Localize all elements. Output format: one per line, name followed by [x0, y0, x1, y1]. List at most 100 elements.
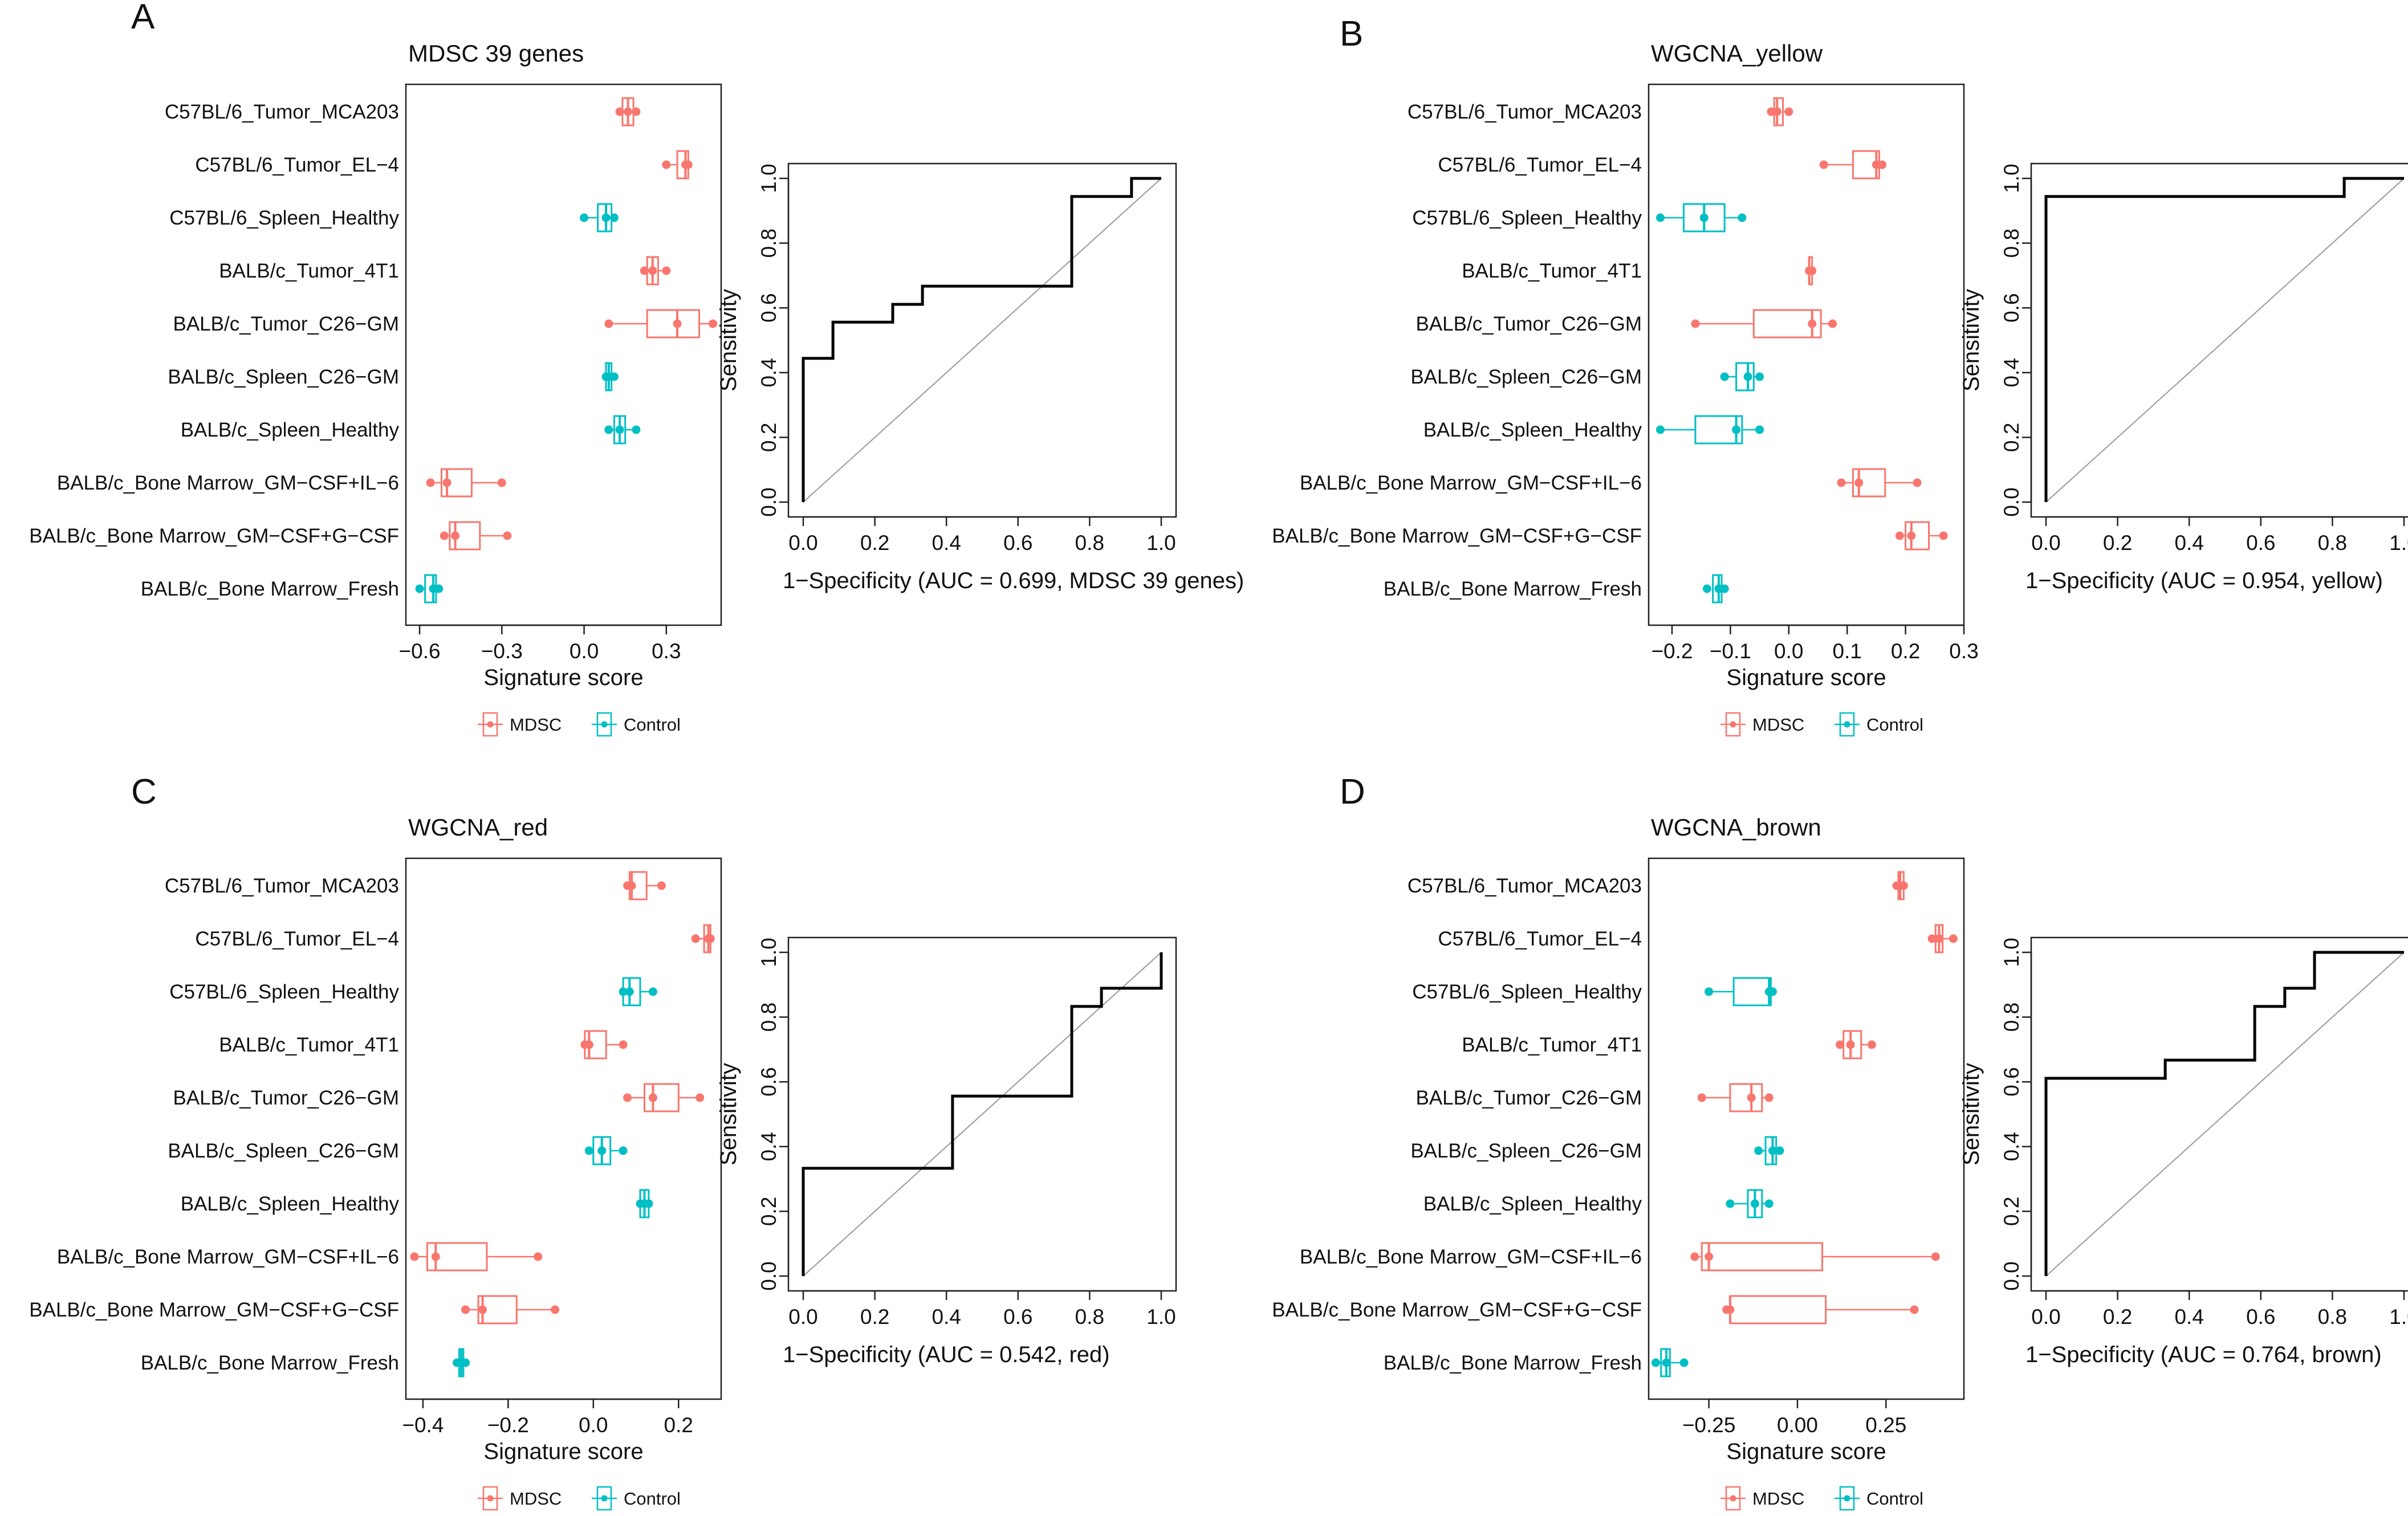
data-point	[1720, 372, 1729, 381]
data-point	[1907, 531, 1916, 540]
roc-y-tick-label: 0.8	[2000, 229, 2023, 258]
roc-x-tick-label: 0.6	[1003, 1305, 1032, 1328]
box-iqr	[441, 468, 473, 498]
x-tick-label: −0.1	[1710, 639, 1751, 663]
roc-x-tick-label: 0.8	[1075, 1305, 1104, 1328]
data-point	[1764, 1199, 1774, 1208]
data-point	[1750, 1199, 1759, 1208]
roc-x-axis-title: 1−Specificity (AUC = 0.954, yellow)	[2025, 568, 2383, 593]
roc-x-tick-label: 0.6	[2246, 1305, 2275, 1328]
data-point	[431, 1252, 440, 1261]
x-tick-label: −0.25	[1682, 1413, 1736, 1437]
category-label: BALB/c_Spleen_Healthy	[1423, 419, 1642, 441]
data-point	[478, 1305, 487, 1314]
roc-y-tick-label: 0.2	[757, 423, 780, 452]
data-point	[644, 1199, 653, 1208]
legend-key-box	[482, 1486, 498, 1511]
roc-x-axis-title: 1−Specificity (AUC = 0.764, brown)	[2025, 1342, 2382, 1367]
data-point	[1935, 934, 1944, 943]
box-iqr	[1735, 362, 1755, 392]
data-point	[609, 213, 619, 222]
category-label: BALB/c_Tumor_C26−GM	[173, 313, 399, 335]
box-iqr	[1729, 1083, 1763, 1112]
roc-x-axis-title: 1−Specificity (AUC = 0.542, red)	[783, 1342, 1110, 1367]
data-point	[1690, 1252, 1699, 1261]
data-point	[695, 1093, 705, 1102]
data-point	[623, 1093, 632, 1102]
data-point	[1656, 213, 1665, 222]
data-point	[615, 107, 624, 116]
roc-x-tick-label: 0.4	[2174, 1305, 2203, 1328]
category-label: BALB/c_Tumor_4T1	[1462, 260, 1642, 282]
roc-diagonal	[2045, 952, 2405, 1277]
data-point	[1702, 584, 1711, 593]
box-iqr	[449, 521, 481, 551]
box-iqr	[1905, 521, 1930, 551]
legend-key-point	[1730, 721, 1736, 728]
category-label: BALB/c_Spleen_Healthy	[181, 1193, 400, 1215]
box-iqr	[643, 1083, 680, 1112]
data-point	[1754, 1146, 1763, 1155]
boxplot-title: WGCNA_brown	[1651, 814, 1821, 841]
category-label: BALB/c_Bone Marrow_GM−CSF+G−CSF	[29, 1299, 399, 1321]
category-label: C57BL/6_Tumor_EL−4	[195, 928, 399, 950]
roc-y-tick-label: 0.0	[757, 1261, 780, 1290]
data-point	[442, 478, 452, 487]
data-point	[580, 213, 589, 222]
panel-B: WGCNA_yellow −0.2 −0.1 0.0 0.1 0.2 0.3 Signatur…	[1272, 40, 2408, 737]
category-label: C57BL/6_Tumor_EL−4	[195, 154, 399, 176]
x-tick-label: 0.2	[1891, 639, 1920, 663]
box-iqr	[1752, 309, 1822, 339]
data-point	[1808, 266, 1817, 275]
box-iqr	[1729, 1295, 1827, 1325]
category-label: BALB/c_Bone Marrow_GM−CSF+G−CSF	[1272, 525, 1642, 547]
boxplot-frame	[1648, 857, 1965, 1400]
data-point	[601, 213, 611, 222]
data-point	[1720, 584, 1729, 593]
data-point	[1738, 213, 1747, 222]
x-tick-label: 0.0	[579, 1413, 608, 1437]
data-point	[604, 425, 613, 434]
category-label: BALB/c_Tumor_C26−GM	[173, 1087, 399, 1109]
roc-y-tick-label: 0.8	[2000, 1002, 2023, 1032]
category-label: C57BL/6_Spleen_Healthy	[169, 207, 399, 229]
x-tick-label: 0.3	[652, 639, 681, 663]
legend-key-point	[601, 721, 608, 728]
roc-y-axis-title: Sensitivity	[1959, 289, 1984, 392]
data-point	[1910, 1305, 1919, 1314]
roc-curve	[802, 177, 1161, 502]
box-iqr	[426, 1242, 488, 1272]
legend-key-box	[596, 1486, 612, 1511]
roc-x-tick-label: 0.8	[2318, 1305, 2347, 1328]
legend-key-box	[482, 712, 498, 737]
data-point	[1699, 213, 1709, 222]
data-point	[584, 1040, 593, 1049]
roc-y-tick-label: 0.8	[757, 229, 780, 258]
data-point	[1697, 1093, 1706, 1102]
data-point	[709, 319, 718, 328]
roc-x-tick-label: 0.6	[2246, 531, 2275, 555]
data-point	[1836, 1040, 1845, 1049]
box-iqr	[646, 309, 701, 339]
panel-letter: B	[1340, 14, 1363, 54]
legend-label-mdsc: MDSC	[1752, 1489, 1804, 1509]
data-point	[1867, 1040, 1876, 1049]
roc-y-tick-label: 1.0	[757, 938, 780, 967]
data-point	[426, 478, 435, 487]
data-point	[1878, 160, 1887, 169]
data-point	[1931, 1252, 1940, 1261]
roc-x-tick-label: 0.0	[788, 531, 817, 555]
data-point	[1705, 1252, 1714, 1261]
x-tick-label: 0.25	[1865, 1413, 1906, 1437]
data-point	[648, 987, 657, 996]
data-point	[461, 1305, 470, 1314]
panel-A: MDSC 39 genes −0.6 −0.3 0.0 0.3 Signature sco…	[29, 40, 1244, 737]
legend-key-box	[1839, 712, 1855, 737]
roc-x-tick-label: 0.0	[2031, 1305, 2060, 1328]
x-tick-label: 0.0	[570, 639, 599, 663]
category-label: BALB/c_Tumor_4T1	[219, 1034, 399, 1056]
data-point	[1662, 1358, 1671, 1367]
category-label: BALB/c_Bone Marrow_GM−CSF+G−CSF	[1272, 1299, 1642, 1321]
data-point	[1755, 425, 1764, 434]
roc-x-tick-label: 0.4	[2174, 531, 2203, 555]
